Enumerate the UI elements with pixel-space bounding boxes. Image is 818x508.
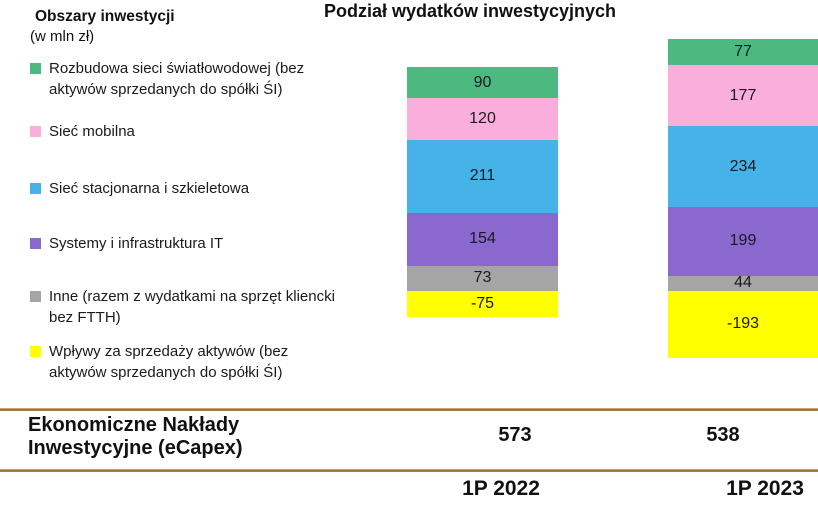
bar-segment: 211 — [407, 139, 558, 213]
legend-item: Sieć stacjonarna i szkieletowa — [30, 178, 249, 199]
legend-item-label: Rozbudowa sieci światłowodowej (bez akty… — [49, 60, 305, 98]
legend-swatch — [30, 346, 41, 357]
bar-segment: 199 — [668, 207, 818, 276]
legend-item-label: Wpływy za sprzedaży aktywów (bez aktywów… — [49, 343, 289, 381]
legend-item-label: Inne (razem z wydatkami na sprzęt klienc… — [49, 288, 335, 326]
legend-header: Obszary inwestycji — [35, 8, 175, 25]
bar-segment: -75 — [407, 291, 558, 317]
bar-segment-value: 73 — [473, 269, 492, 287]
legend-item-label: Sieć stacjonarna i szkieletowa — [49, 180, 250, 197]
legend-swatch — [30, 63, 41, 74]
bar-segment-value: 77 — [734, 43, 752, 61]
bar-segment: 44 — [668, 274, 818, 292]
bar-segment-value: -75 — [470, 294, 495, 312]
bar-segment-value: 90 — [473, 73, 492, 91]
legend: Rozbudowa sieci światłowodowej (bez akty… — [30, 0, 405, 508]
bar-segment-value: 177 — [729, 86, 757, 104]
bar-segment-value: 199 — [729, 232, 757, 250]
legend-swatch — [30, 183, 41, 194]
legend-item: Rozbudowa sieci światłowodowej (bez akty… — [30, 58, 304, 100]
bar-segment: 120 — [407, 98, 558, 140]
bar-segment: 177 — [668, 65, 818, 127]
legend-item: Systemy i infrastruktura IT — [30, 233, 223, 254]
legend-item: Sieć mobilna — [30, 121, 135, 142]
bar-segment-value: 211 — [469, 167, 496, 185]
legend-unit-label: (w mln zł) — [30, 28, 95, 45]
divider-bottom — [0, 469, 818, 472]
ecapex-label: Ekonomiczne Nakłady Inwestycyjne (eCapex… — [28, 414, 243, 459]
legend-swatch — [30, 238, 41, 249]
bar-segment-value: 234 — [729, 157, 757, 175]
bar-segment: 77 — [668, 38, 818, 66]
legend-swatch — [30, 291, 41, 302]
bar-segment: 154 — [407, 212, 558, 266]
bar-segment-value: 44 — [734, 274, 752, 292]
bar-segment-value: 120 — [469, 110, 496, 128]
axis-label-1p2023: 1P 2023 — [726, 477, 804, 500]
legend-item-label: Systemy i infrastruktura IT — [49, 235, 224, 252]
ecapex-value-1p2022: 573 — [498, 424, 532, 446]
axis-label-1p2022: 1P 2022 — [462, 477, 540, 500]
bar-segment: 90 — [407, 67, 558, 99]
bar-segment: 234 — [668, 126, 818, 208]
legend-item-label: Sieć mobilna — [49, 123, 135, 140]
legend-item: Wpływy za sprzedaży aktywów (bez aktywów… — [30, 341, 288, 383]
chart-title: Podział wydatków inwestycyjnych — [323, 1, 617, 21]
bar-segment-value: -193 — [726, 315, 760, 333]
divider-top — [0, 408, 818, 411]
bar-segment: 73 — [407, 265, 558, 291]
legend-swatch — [30, 126, 41, 137]
bar-segment-value: 154 — [469, 230, 496, 248]
ecapex-value-1p2023: 538 — [706, 424, 740, 446]
legend-item: Inne (razem z wydatkami na sprzęt klienc… — [30, 286, 335, 328]
bar-segment: -193 — [668, 291, 818, 358]
